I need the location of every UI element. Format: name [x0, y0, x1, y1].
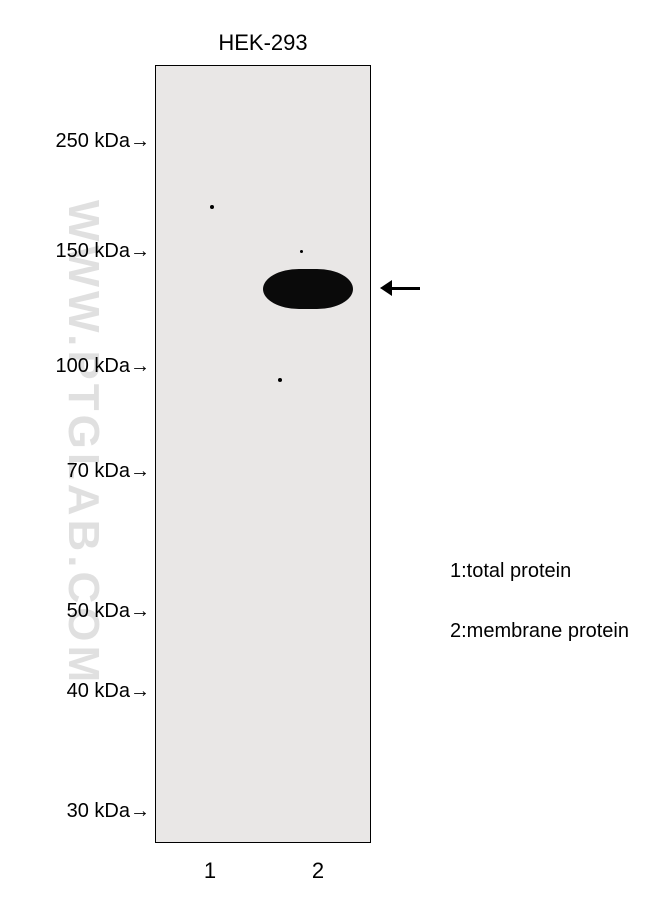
band-arrow [380, 278, 420, 298]
mw-marker: 100 kDa→ [56, 355, 151, 378]
protein-band [263, 269, 353, 309]
noise-speck [300, 250, 303, 253]
lane-label: 2 [312, 858, 324, 884]
mw-marker: 30 kDa→ [67, 800, 150, 823]
legend-entry: 1:total protein [450, 560, 571, 583]
arrow-line [388, 287, 420, 290]
mw-marker: 150 kDa→ [56, 240, 151, 263]
noise-speck [210, 205, 214, 209]
noise-speck [278, 378, 282, 382]
sample-header: HEK-293 [218, 30, 307, 56]
figure-container: HEK-293 250 kDa→ 150 kDa→ 100 kDa→ 70 kDa→ 5… [0, 0, 660, 903]
lane-label: 1 [204, 858, 216, 884]
mw-marker: 70 kDa→ [67, 460, 150, 483]
legend-entry: 2:membrane protein [450, 620, 629, 643]
mw-marker: 40 kDa→ [67, 680, 150, 703]
mw-marker: 50 kDa→ [67, 600, 150, 623]
blot-membrane [155, 65, 371, 843]
mw-marker: 250 kDa→ [56, 130, 151, 153]
